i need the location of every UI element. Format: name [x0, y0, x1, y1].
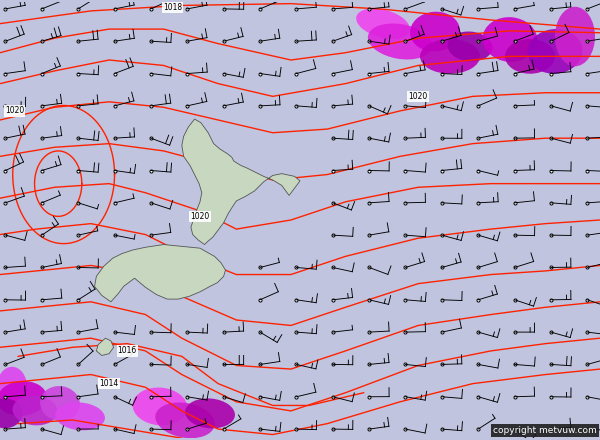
Ellipse shape [133, 388, 187, 425]
Text: 1020: 1020 [409, 92, 428, 101]
Ellipse shape [155, 403, 215, 438]
Ellipse shape [356, 8, 410, 39]
Polygon shape [182, 119, 300, 245]
Ellipse shape [55, 402, 105, 430]
Text: 1020: 1020 [5, 106, 24, 115]
Ellipse shape [555, 7, 595, 66]
Ellipse shape [482, 17, 538, 62]
Text: copyright metvuw.com: copyright metvuw.com [493, 425, 597, 435]
Text: 1020: 1020 [190, 212, 209, 221]
Text: 1014: 1014 [100, 379, 119, 388]
Ellipse shape [40, 386, 80, 421]
Text: 1018: 1018 [163, 3, 182, 12]
Ellipse shape [185, 398, 235, 429]
Ellipse shape [13, 396, 58, 425]
Ellipse shape [420, 39, 480, 74]
Ellipse shape [505, 39, 555, 74]
Ellipse shape [448, 32, 493, 62]
Ellipse shape [0, 381, 47, 416]
Ellipse shape [0, 367, 27, 407]
Polygon shape [95, 245, 226, 302]
Ellipse shape [527, 29, 583, 74]
Ellipse shape [0, 399, 23, 428]
Ellipse shape [410, 12, 460, 51]
Text: 1016: 1016 [118, 346, 137, 356]
Ellipse shape [368, 23, 432, 59]
Polygon shape [97, 338, 113, 356]
